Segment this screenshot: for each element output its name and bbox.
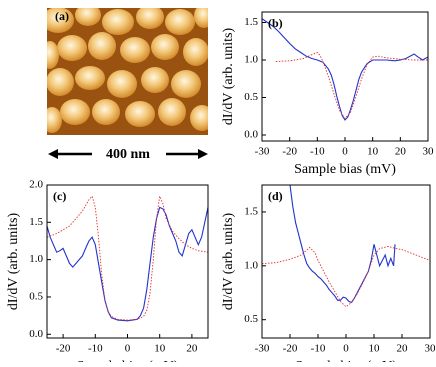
stm-image <box>41 4 214 135</box>
panel-label: (b) <box>268 16 283 30</box>
y-tick-label: 0.5 <box>244 313 258 325</box>
x-tick-label: -10 <box>311 343 326 355</box>
x-tick-label: -20 <box>283 343 298 355</box>
scale-label: 400 nm <box>106 147 150 162</box>
panel-label: (d) <box>268 189 283 203</box>
x-tick-label: 10 <box>369 343 381 355</box>
x-tick-label: -30 <box>255 146 270 158</box>
y-axis-label: dI/dV (arb. units) <box>221 212 236 310</box>
x-tick-label: 0 <box>125 343 131 355</box>
x-tick-label: 0 <box>343 343 349 355</box>
y-tick-label: 0.0 <box>29 328 43 340</box>
x-tick-label: -10 <box>88 343 103 355</box>
y-tick-label: 1.5 <box>29 216 43 228</box>
x-tick-label: 10 <box>154 343 166 355</box>
x-axis-label: Sample bias (mV) <box>294 162 396 177</box>
y-axis-label: dI/dV (arb. units) <box>221 27 236 125</box>
y-tick-label: 1.5 <box>244 205 258 217</box>
plot-frame <box>262 185 430 338</box>
x-tick-label: -20 <box>282 146 297 158</box>
x-tick-label: 30 <box>425 343 436 355</box>
x-tick-label: 20 <box>395 146 407 158</box>
x-tick-label: -10 <box>310 146 325 158</box>
x-tick-label: 20 <box>397 343 409 355</box>
series-line <box>276 53 428 119</box>
y-tick-label: 2.0 <box>29 179 43 191</box>
plot-frame <box>262 12 428 141</box>
x-tick-label: 20 <box>186 343 198 355</box>
plot-frame <box>47 185 208 338</box>
x-tick-label: 0 <box>342 146 348 158</box>
series-line <box>47 196 208 320</box>
x-tick-label: -20 <box>56 343 71 355</box>
x-tick-label: -30 <box>255 343 270 355</box>
y-tick-label: 1.0 <box>29 253 43 265</box>
series-line <box>262 19 428 120</box>
y-tick-label: 1.0 <box>244 54 258 66</box>
y-tick-label: 0.5 <box>29 290 43 302</box>
y-tick-label: 0.0 <box>244 129 258 141</box>
y-axis-label: dI/dV (arb. units) <box>6 212 21 310</box>
x-tick-label: 10 <box>367 146 379 158</box>
series-line <box>290 185 395 302</box>
y-tick-label: 1.0 <box>244 259 258 271</box>
y-tick-label: 1.5 <box>244 16 258 28</box>
panel-label: (c) <box>53 189 66 203</box>
panel-label: (a) <box>55 9 69 23</box>
x-tick-label: 30 <box>423 146 435 158</box>
y-tick-label: 0.5 <box>244 91 258 103</box>
